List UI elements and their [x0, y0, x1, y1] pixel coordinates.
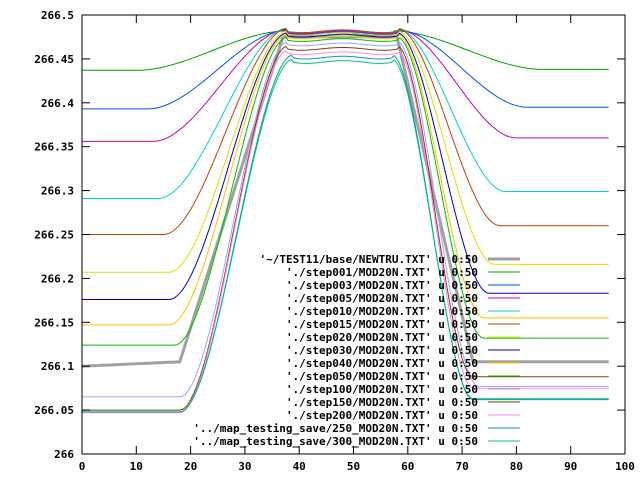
- series-line-3: [82, 28, 609, 142]
- y-tick-label-6: 266.3: [41, 185, 74, 198]
- legend-label-10: './step100/MOD20N.TXT' u 0:50: [286, 383, 478, 396]
- series-line-11: [82, 45, 609, 411]
- y-tick-label-9: 266.45: [34, 53, 74, 66]
- y-tick-label-1: 266.05: [34, 404, 74, 417]
- legend-label-1: './step001/MOD20N.TXT' u 0:50: [286, 266, 478, 279]
- x-tick-label-5: 50: [347, 460, 360, 473]
- y-tick-label-2: 266.1: [41, 360, 74, 373]
- y-tick-label-3: 266.15: [34, 316, 74, 329]
- x-tick-label-0: 0: [79, 460, 86, 473]
- legend-label-8: './step040/MOD20N.TXT' u 0:50: [286, 357, 478, 370]
- legend-label-0: '~/TEST11/base/NEWTRU.TXT' u 0:50: [259, 253, 478, 266]
- y-tick-label-8: 266.4: [41, 97, 74, 110]
- series-layer: [81, 27, 609, 414]
- legend-label-3: './step005/MOD20N.TXT' u 0:50: [286, 292, 478, 305]
- x-tick-label-3: 30: [238, 460, 251, 473]
- legend-label-7: './step030/MOD20N.TXT' u 0:50: [286, 344, 478, 357]
- legend-label-6: './step020/MOD20N.TXT' u 0:50: [286, 331, 478, 344]
- legend-label-11: './step150/MOD20N.TXT' u 0:50: [286, 396, 478, 409]
- series-line-8: [82, 34, 609, 326]
- x-tick-label-2: 20: [184, 460, 197, 473]
- series-line-2: [82, 29, 609, 110]
- x-tick-label-6: 60: [401, 460, 414, 473]
- x-tick-label-8: 80: [510, 460, 523, 473]
- legend-label-4: './step010/MOD20N.TXT' u 0:50: [286, 305, 478, 318]
- y-tick-label-10: 266.5: [41, 9, 74, 22]
- legend-label-14: '../map_testing_save/300_MOD20N.TXT' u 0…: [193, 435, 478, 448]
- legend-label-12: './step200/MOD20N.TXT' u 0:50: [286, 409, 478, 422]
- axes-layer: 266 266.05 266.1 266.15 266.2 266.25 266.3 266.…: [34, 9, 635, 473]
- x-tick-label-9: 90: [564, 460, 577, 473]
- y-tick-label-4: 266.2: [41, 272, 74, 285]
- series-line-6: [82, 30, 609, 273]
- y-tick-label-0: 266: [54, 448, 74, 461]
- y-tick-label-5: 266.25: [34, 229, 74, 242]
- x-tick-label-4: 40: [293, 460, 306, 473]
- series-line-10: [82, 41, 609, 398]
- x-tick-label-10: 100: [615, 460, 635, 473]
- legend-label-13: '../map_testing_save/250_MOD20N.TXT' u 0…: [193, 422, 478, 435]
- series-line-14: [82, 58, 609, 413]
- legend-label-2: './step003/MOD20N.TXT' u 0:50: [286, 279, 478, 292]
- series-line-0: [81, 35, 609, 368]
- y-tick-label-7: 266.35: [34, 141, 74, 154]
- series-line-9: [82, 36, 609, 346]
- x-tick-label-1: 10: [130, 460, 143, 473]
- legend-label-9: './step050/MOD20N.TXT' u 0:50: [286, 370, 478, 383]
- legend-label-5: './step015/MOD20N.TXT' u 0:50: [286, 318, 478, 331]
- x-tick-label-7: 70: [455, 460, 468, 473]
- legend: '~/TEST11/base/NEWTRU.TXT' u 0:50'./step…: [193, 253, 520, 448]
- series-line-7: [82, 32, 609, 300]
- series-line-5: [82, 27, 609, 235]
- series-line-12: [82, 50, 609, 414]
